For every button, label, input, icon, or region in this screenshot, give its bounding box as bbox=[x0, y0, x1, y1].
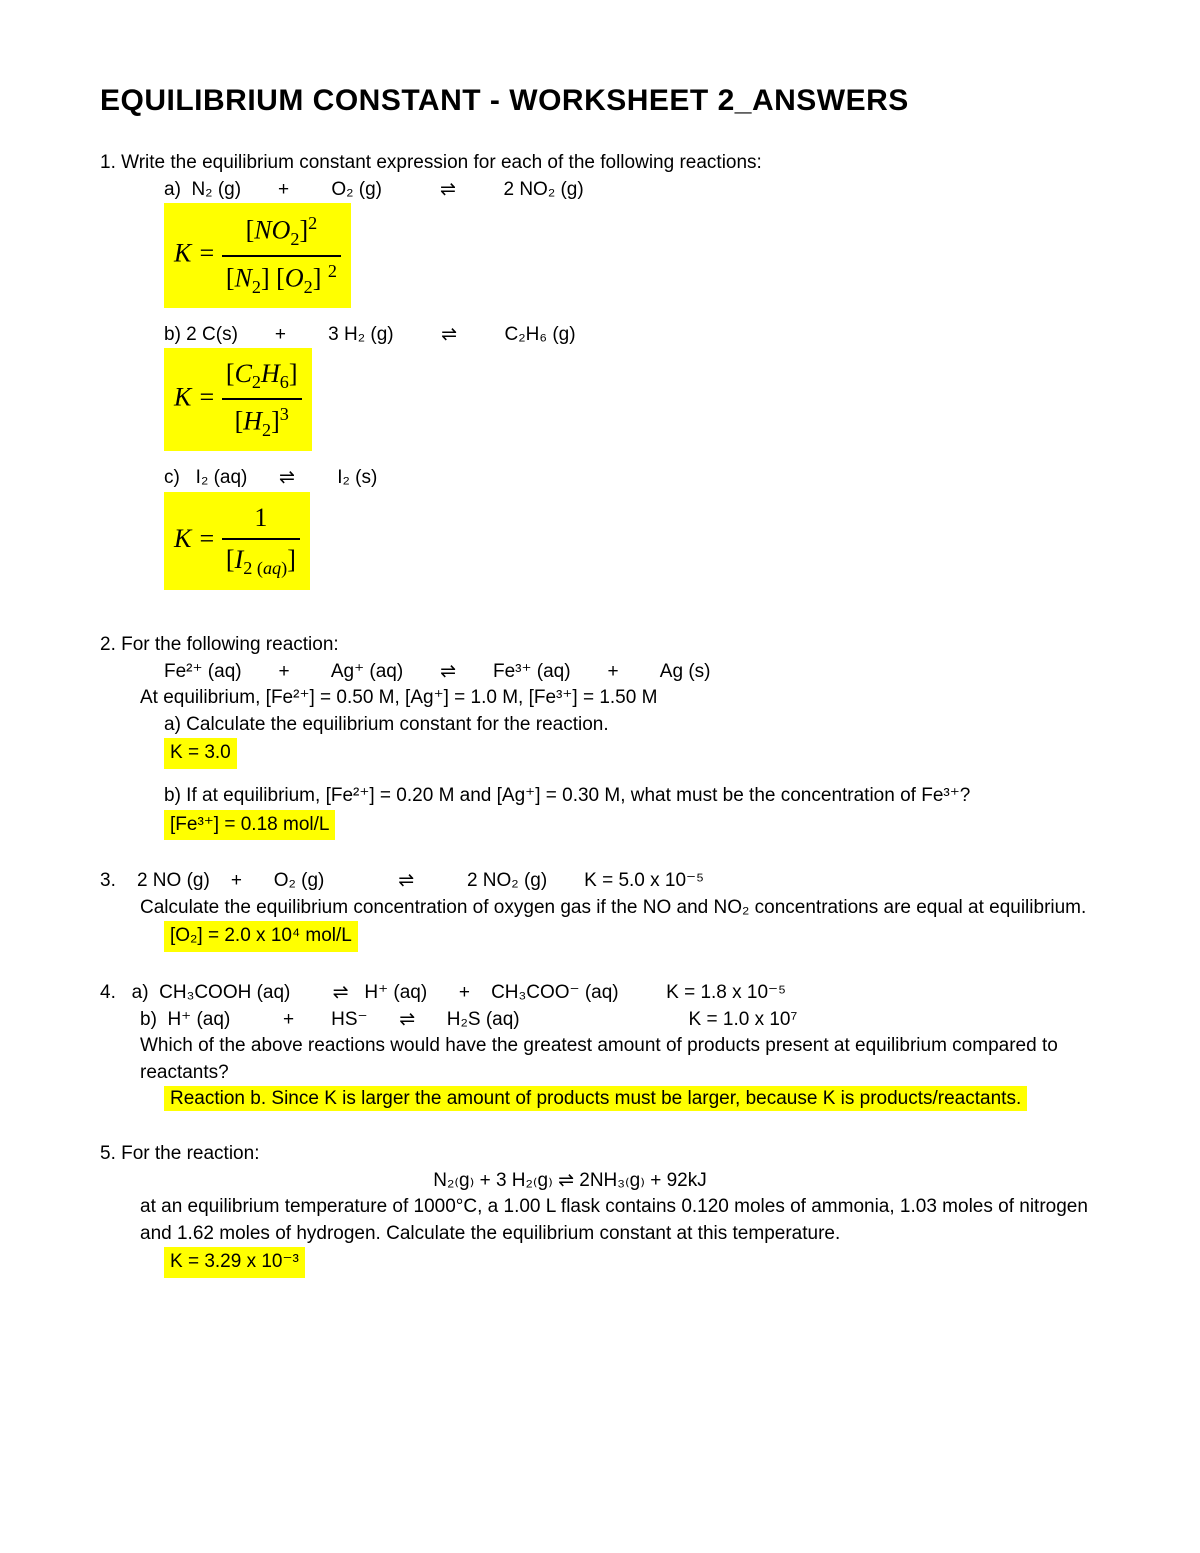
q2b-answer: [Fe³⁺] = 0.18 mol/L bbox=[164, 810, 1100, 841]
q4a-reaction: 4. a) CH₃COOH (aq) ⇌ H⁺ (aq) + CH₃COO⁻ (… bbox=[100, 980, 1100, 1007]
q3-reaction: 3. 2 NO (g) + O₂ (g) ⇌ 2 NO₂ (g) K = 5.0… bbox=[100, 868, 1100, 895]
q3-answer: [O₂] = 2.0 x 10⁴ mol/L bbox=[164, 921, 1100, 952]
q3-prompt: Calculate the equilibrium concentration … bbox=[140, 895, 1100, 922]
q1b-reaction: b) 2 C(s) + 3 H₂ (g) ⇌ C₂H₆ (g) bbox=[164, 322, 1100, 349]
q5-prompt: 5. For the reaction: bbox=[100, 1141, 1100, 1168]
q2-given: At equilibrium, [Fe²⁺] = 0.50 M, [Ag⁺] =… bbox=[140, 685, 1100, 712]
question-4: 4. a) CH₃COOH (aq) ⇌ H⁺ (aq) + CH₃COO⁻ (… bbox=[100, 980, 1100, 1113]
q5-given: at an equilibrium temperature of 1000°C,… bbox=[140, 1194, 1100, 1247]
page-title: EQUILIBRIUM CONSTANT - WORKSHEET 2_ANSWE… bbox=[100, 80, 1100, 122]
q2-prompt: 2. For the following reaction: bbox=[100, 632, 1100, 659]
q4-prompt: Which of the above reactions would have … bbox=[140, 1033, 1100, 1086]
q4-answer: Reaction b. Since K is larger the amount… bbox=[164, 1086, 1100, 1113]
q4b-reaction: b) H⁺ (aq) + HS⁻ ⇌ H₂S (aq) K = 1.0 x 10… bbox=[140, 1007, 1100, 1034]
q1a-reaction: a) N₂ (g) + O₂ (g) ⇌ 2 NO₂ (g) bbox=[164, 177, 1100, 204]
q2a-answer: K = 3.0 bbox=[164, 738, 1100, 769]
q5-reaction: N₂₍g₎ + 3 H₂₍g₎ ⇌ 2NH₃₍g₎ + 92kJ bbox=[40, 1168, 1100, 1195]
q1c-reaction: c) I₂ (aq) ⇌ I₂ (s) bbox=[164, 465, 1100, 492]
q2-reaction: Fe²⁺ (aq) + Ag⁺ (aq) ⇌ Fe³⁺ (aq) + Ag (s… bbox=[164, 659, 1100, 686]
q5-answer: K = 3.29 x 10⁻³ bbox=[164, 1247, 1100, 1278]
question-5: 5. For the reaction: N₂₍g₎ + 3 H₂₍g₎ ⇌ 2… bbox=[100, 1141, 1100, 1278]
question-1: 1. Write the equilibrium constant expres… bbox=[100, 150, 1100, 590]
q1b-answer: K = [C2H6][H2]3 bbox=[164, 348, 1100, 451]
q1-prompt: 1. Write the equilibrium constant expres… bbox=[100, 150, 1100, 177]
question-3: 3. 2 NO (g) + O₂ (g) ⇌ 2 NO₂ (g) K = 5.0… bbox=[100, 868, 1100, 952]
q2a-prompt: a) Calculate the equilibrium constant fo… bbox=[164, 712, 1100, 739]
question-2: 2. For the following reaction: Fe²⁺ (aq)… bbox=[100, 632, 1100, 840]
q1a-answer: K = [NO2]2[N2] [O2] 2 bbox=[164, 203, 1100, 308]
q1c-answer: K = 1[I2 (aq)] bbox=[164, 492, 1100, 590]
q2b-prompt: b) If at equilibrium, [Fe²⁺] = 0.20 M an… bbox=[164, 783, 1100, 810]
